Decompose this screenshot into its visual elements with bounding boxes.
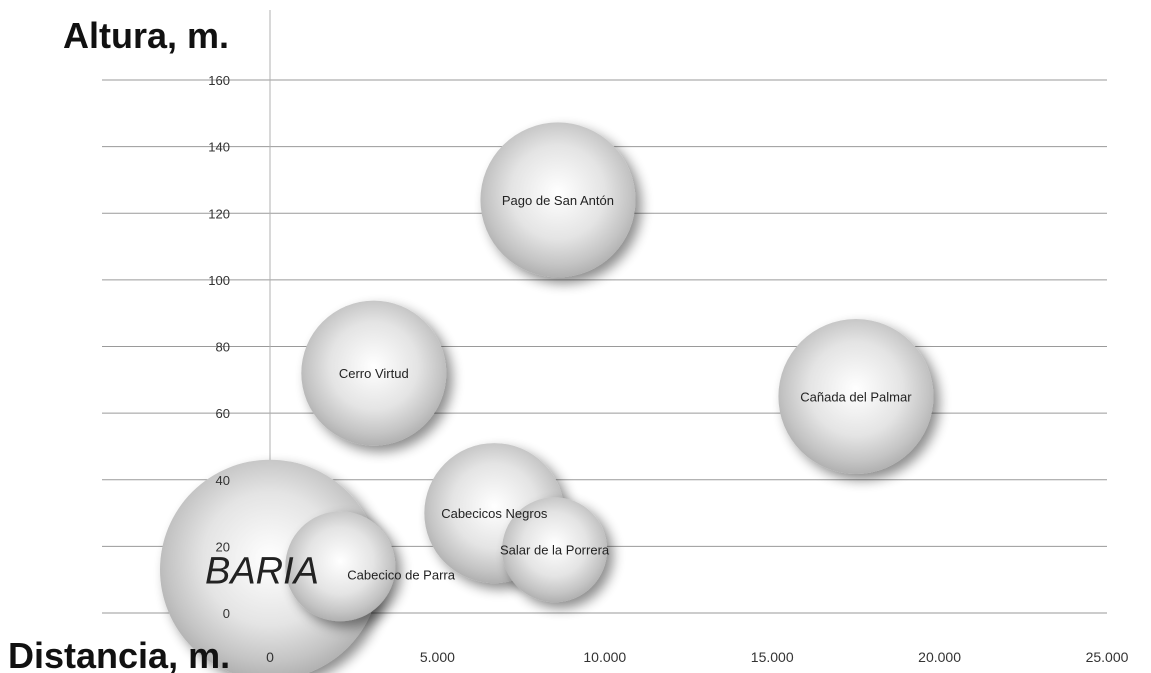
y-tick-label: 80 — [216, 340, 230, 355]
bubble-baria — [160, 459, 380, 673]
y-tick-label: 20 — [216, 539, 230, 554]
x-tick-label: 25.000 — [1086, 649, 1129, 665]
x-axis-title: Distancia, m. — [8, 635, 230, 673]
y-tick-label: 60 — [216, 406, 230, 421]
bubble-label: Cabecico de Parra — [347, 567, 455, 582]
x-tick-label: 5.000 — [420, 649, 455, 665]
y-tick-label: 100 — [208, 273, 230, 288]
x-tick-label: 15.000 — [751, 649, 794, 665]
bubble-cabecico-de-parra — [285, 511, 396, 622]
bubble-label: Salar de la Porrera — [500, 543, 610, 558]
x-tick-label: 0 — [266, 649, 274, 665]
y-tick-label: 140 — [208, 140, 230, 155]
bubble-label: BARIA — [205, 551, 319, 593]
tick-labels: 0 20 40 60 80 100 120 140 160 0 5.000 10.000 15.000 2… — [208, 73, 1128, 665]
bubble-label: Cabecicos Negros — [441, 506, 548, 521]
y-tick-label: 0 — [223, 606, 230, 621]
x-tick-label: 10.000 — [583, 649, 626, 665]
bubbles — [160, 122, 934, 673]
y-tick-label: 40 — [216, 473, 230, 488]
bubble-salar-de-la-porrera — [502, 497, 608, 603]
y-tick-label: 120 — [208, 206, 230, 221]
bubble-pago-de-san-ant-n — [480, 122, 636, 278]
bubble-label: Cerro Virtud — [339, 366, 409, 381]
bubble-labels: BARIA Cabecico de Parra Salar de la Porrer… — [205, 193, 912, 593]
bubble-cerro-virtud — [301, 300, 447, 446]
x-tick-label: 20.000 — [918, 649, 961, 665]
bubble-label: Pago de San Antón — [502, 193, 614, 208]
bubble-label: Cañada del Palmar — [800, 389, 912, 404]
bubble-ca-ada-del-palmar — [778, 318, 934, 474]
y-tick-label: 160 — [208, 73, 230, 88]
y-axis-title: Altura, m. — [63, 15, 229, 56]
